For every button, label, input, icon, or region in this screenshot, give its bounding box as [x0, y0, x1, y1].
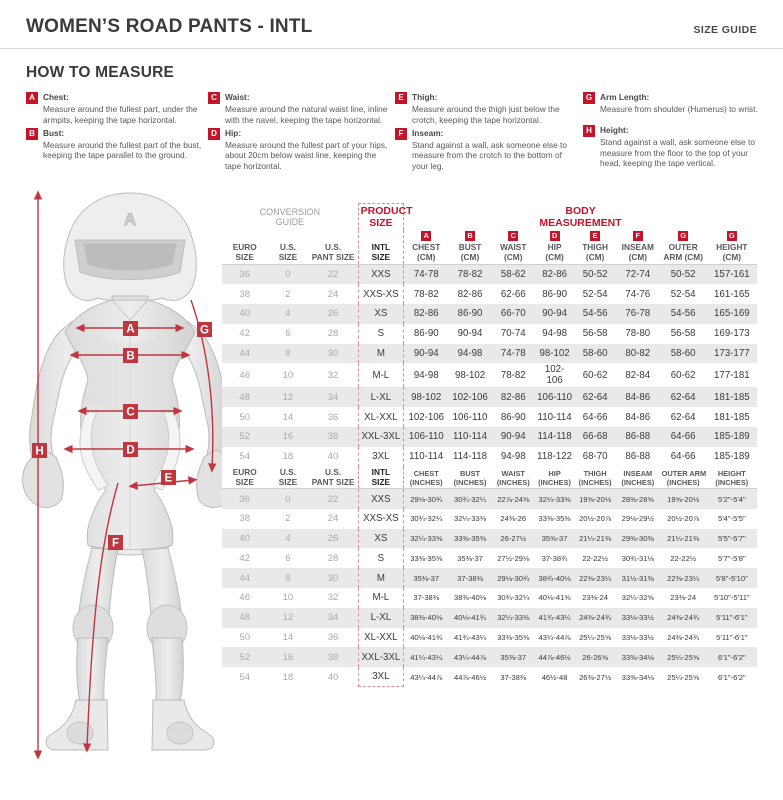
svg-text:D: D — [126, 445, 134, 457]
svg-text:B: B — [126, 351, 134, 363]
svg-text:E: E — [165, 473, 173, 485]
svg-text:G: G — [200, 325, 209, 337]
svg-text:A: A — [126, 324, 134, 336]
svg-text:A: A — [124, 210, 136, 229]
svg-text:H: H — [35, 446, 43, 458]
svg-text:C: C — [126, 407, 134, 419]
svg-text:F: F — [112, 538, 119, 550]
